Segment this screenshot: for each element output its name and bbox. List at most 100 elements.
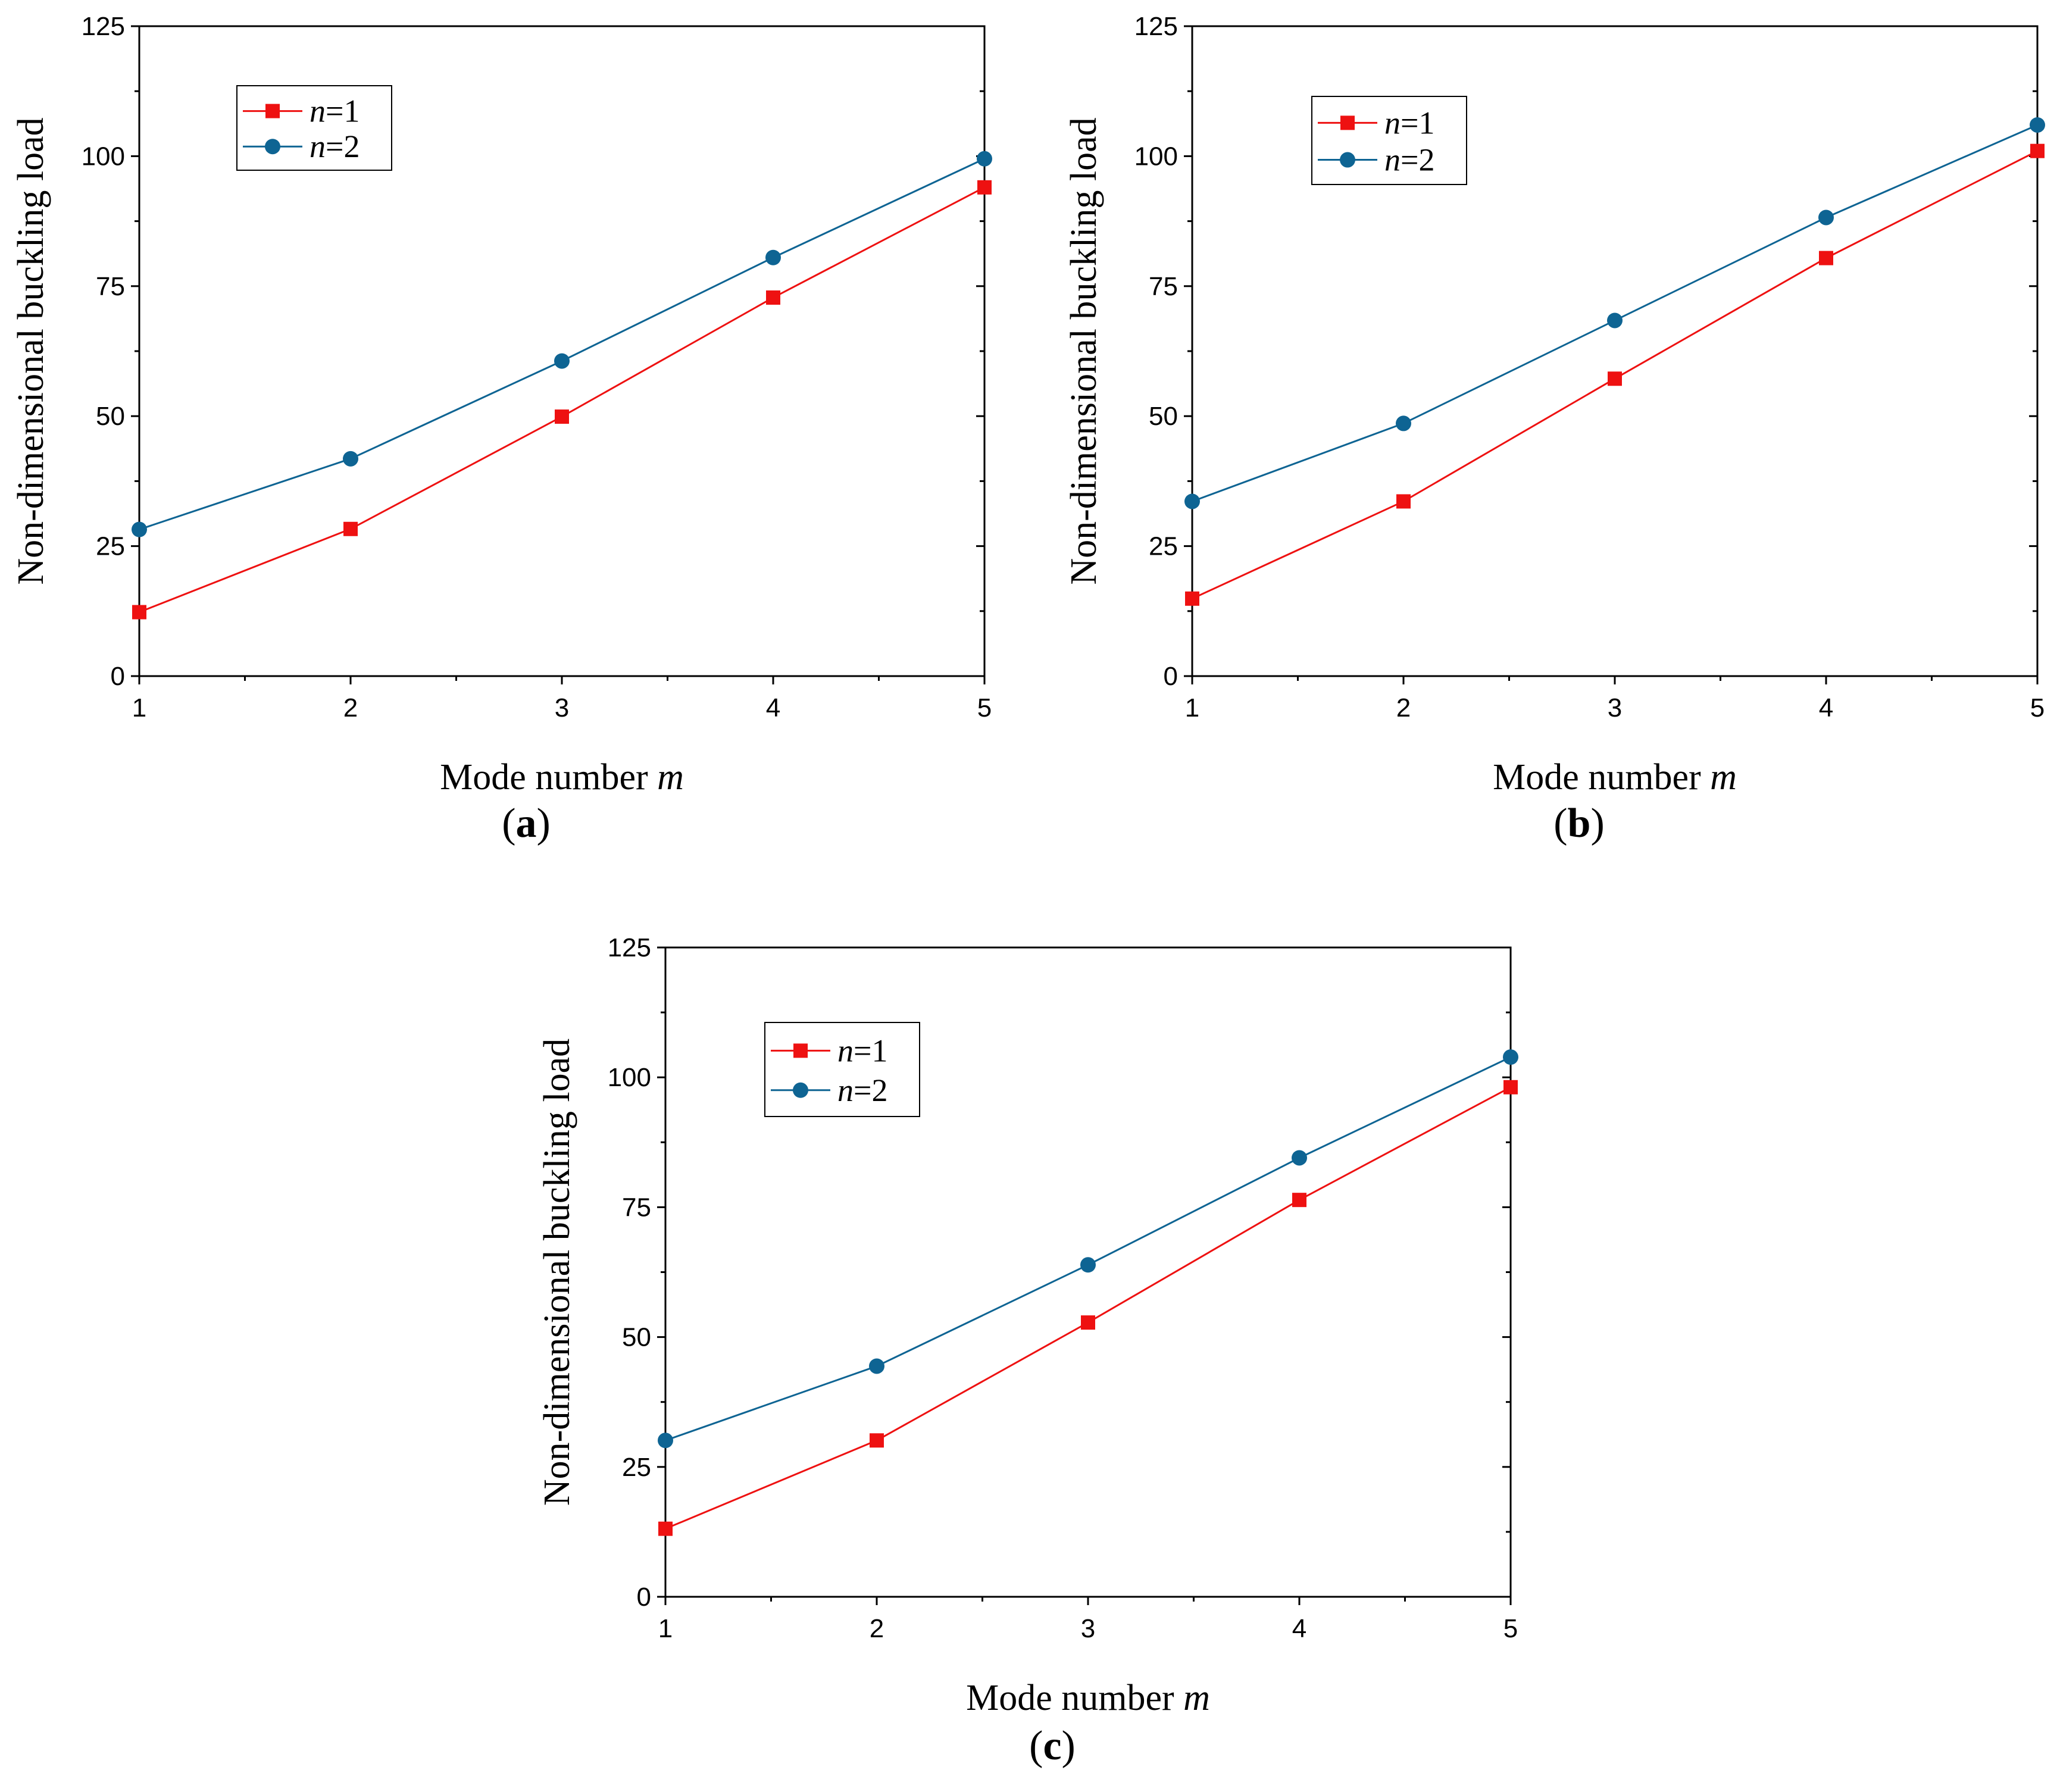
data-point-n1 [1608, 371, 1622, 386]
x-tick-label: 2 [870, 1614, 884, 1643]
x-tick-label: 1 [658, 1614, 673, 1643]
y-tick-label: 25 [622, 1453, 651, 1482]
x-axis-title-var: m [1183, 1678, 1210, 1718]
data-point-n2 [132, 521, 147, 537]
legend: n=1n=2 [1311, 96, 1467, 185]
chart-panel-c: 0 25 50 75 100 125 1 2 3 4 5 Mode number m Non-dimen… [537, 933, 1518, 1769]
panel-label: (a) [502, 800, 551, 846]
y-tick-label: 125 [82, 12, 125, 41]
legend-var: n [837, 1072, 854, 1108]
legend-marker-n2 [793, 1082, 808, 1098]
y-tick-label: 0 [111, 662, 125, 691]
legend: n=1n=2 [764, 1022, 920, 1117]
data-point-n2 [1184, 493, 1200, 509]
data-point-n2 [1396, 415, 1411, 431]
legend-var: n [1384, 105, 1401, 140]
series-line-n1 [665, 1086, 1511, 1530]
legend-eq: =2 [854, 1072, 887, 1108]
y-tick-label: 100 [1134, 142, 1178, 171]
legend-eq: =2 [326, 129, 360, 164]
y-tick-label: 0 [1164, 662, 1178, 691]
x-axis-title-text: Mode number [966, 1678, 1174, 1718]
data-point-n2 [1080, 1257, 1096, 1273]
legend-box [236, 85, 392, 171]
y-tick-label: 25 [1149, 532, 1178, 561]
y-tick-label: 75 [622, 1193, 651, 1222]
legend-eq: =1 [326, 93, 360, 129]
legend-box [764, 1022, 920, 1117]
x-tick-label: 5 [2030, 693, 2045, 723]
legend-marker-n1 [1340, 115, 1355, 130]
data-point-n1 [658, 1521, 673, 1536]
panel-label: (b) [1553, 800, 1605, 846]
data-point-n1 [977, 180, 992, 195]
data-point-n1 [132, 605, 146, 620]
x-tick-label: 1 [132, 693, 146, 723]
panel-letter: c [1043, 1723, 1061, 1769]
data-point-n2 [658, 1433, 673, 1449]
panel-label: (c) [1029, 1723, 1076, 1769]
data-point-n1 [1185, 591, 1199, 606]
y-tick-label: 125 [608, 933, 651, 962]
x-tick-label: 4 [1819, 693, 1833, 723]
data-point-n2 [554, 353, 570, 369]
data-point-n1 [766, 290, 780, 305]
x-tick-label: 5 [977, 693, 992, 723]
data-point-n2 [765, 249, 781, 265]
legend-marker-n1 [265, 104, 280, 118]
legend-label-n1: n=1 [1384, 105, 1434, 140]
data-point-n2 [1292, 1150, 1307, 1166]
legend-marker-n1 [793, 1043, 808, 1058]
legend-eq: =1 [1401, 105, 1434, 140]
data-point-n2 [1607, 312, 1623, 329]
legend-var: n [837, 1033, 854, 1068]
y-tick-label: 75 [96, 272, 125, 301]
y-tick-label: 50 [622, 1323, 651, 1352]
data-point-n2 [1503, 1049, 1518, 1065]
x-axis-title-var: m [1710, 757, 1737, 798]
data-point-n1 [2030, 143, 2045, 158]
legend-label-n2: n=2 [837, 1072, 887, 1108]
data-point-n1 [870, 1433, 884, 1448]
data-point-n1 [1292, 1193, 1306, 1208]
y-tick-label: 100 [82, 142, 125, 171]
legend-var: n [310, 93, 326, 129]
legend-eq: =2 [1401, 142, 1434, 178]
legend: n=1n=2 [236, 85, 392, 171]
y-axis-title: Non-dimensional buckling load [11, 117, 51, 584]
chart-panel-a: 0 25 50 75 100 125 1 2 3 4 5 Mode number m Non-dimen… [11, 12, 992, 846]
y-tick-label: 0 [637, 1583, 651, 1612]
legend-var: n [310, 129, 326, 164]
panel-letter: a [516, 800, 537, 846]
x-axis-title: Mode number m [440, 757, 684, 798]
y-tick-label: 50 [96, 402, 125, 431]
legend-var: n [1384, 142, 1401, 178]
legend-label-n1: n=1 [310, 93, 360, 129]
x-axis-title: Mode number m [966, 1678, 1210, 1718]
y-tick-label: 100 [608, 1063, 651, 1092]
data-point-n1 [1503, 1080, 1518, 1094]
chart-panel-b: 0 25 50 75 100 125 1 2 3 4 5 Mode number m Non-dimen… [1064, 12, 2045, 846]
x-tick-label: 3 [555, 693, 569, 723]
x-tick-label: 3 [1608, 693, 1622, 723]
data-point-n2 [2030, 117, 2045, 133]
series-line-n2 [139, 158, 985, 531]
x-axis-title-var: m [657, 757, 684, 798]
x-tick-label: 4 [1292, 1614, 1306, 1643]
y-tick-label: 25 [96, 532, 125, 561]
x-axis-title-text: Mode number [1493, 757, 1701, 798]
x-axis-title: Mode number m [1493, 757, 1737, 798]
legend-label-n2: n=2 [310, 129, 360, 164]
y-axis-title: Non-dimensional buckling load [1064, 117, 1104, 584]
legend-marker-n2 [1340, 152, 1355, 168]
x-tick-label: 3 [1081, 1614, 1095, 1643]
data-point-n1 [1081, 1315, 1095, 1330]
data-point-n1 [1396, 494, 1411, 509]
x-tick-label: 5 [1503, 1614, 1518, 1643]
x-axis-title-text: Mode number [440, 757, 648, 798]
legend-marker-n2 [265, 139, 280, 155]
y-tick-label: 50 [1149, 402, 1178, 431]
data-point-n1 [343, 521, 358, 536]
data-point-n2 [343, 451, 358, 467]
data-point-n2 [869, 1358, 884, 1374]
